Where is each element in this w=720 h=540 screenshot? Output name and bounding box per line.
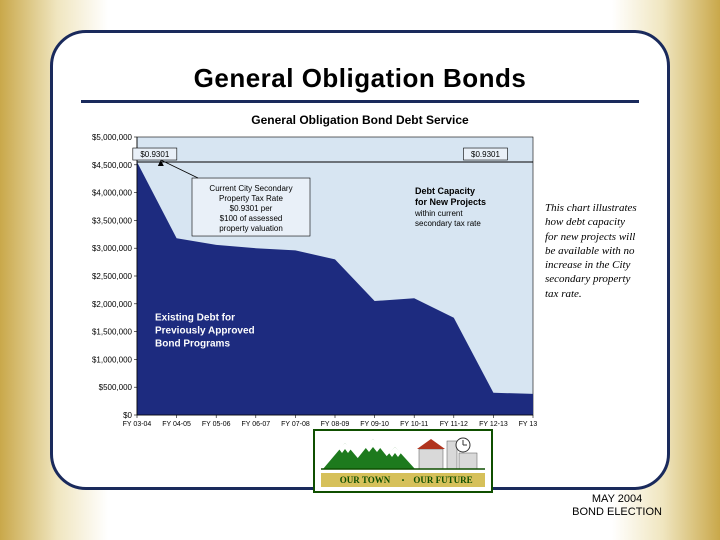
svg-text:$500,000: $500,000 bbox=[99, 383, 133, 392]
svg-text:Bond Programs: Bond Programs bbox=[155, 338, 230, 349]
slide-card: General Obligation Bonds General Obligat… bbox=[50, 30, 670, 490]
chart-row: $0 $500,000 $1,000,000 $1,500,000 $2,000,000… bbox=[81, 131, 639, 431]
svg-text:$0.9301: $0.9301 bbox=[471, 150, 500, 159]
svg-text:$5,000,000: $5,000,000 bbox=[92, 133, 133, 142]
svg-text:FY 10-11: FY 10-11 bbox=[400, 421, 428, 428]
chart-title: General Obligation Bond Debt Service bbox=[81, 113, 639, 127]
title-rule bbox=[81, 100, 639, 103]
svg-text:$4,500,000: $4,500,000 bbox=[92, 161, 133, 170]
svg-text:$3,000,000: $3,000,000 bbox=[92, 244, 133, 253]
svg-text:property valuation: property valuation bbox=[219, 224, 283, 233]
svg-text:$0: $0 bbox=[123, 411, 132, 420]
svg-text:·: · bbox=[401, 473, 405, 487]
side-note: This chart illustrates how debt capacity… bbox=[545, 131, 639, 301]
svg-text:Existing Debt for: Existing Debt for bbox=[155, 312, 235, 323]
svg-text:FY 07-08: FY 07-08 bbox=[281, 421, 310, 428]
svg-text:$4,000,000: $4,000,000 bbox=[92, 189, 133, 198]
slide-title: General Obligation Bonds bbox=[81, 63, 639, 94]
svg-text:FY 06-07: FY 06-07 bbox=[241, 421, 270, 428]
svg-text:$0.9301 per: $0.9301 per bbox=[230, 204, 273, 213]
footer-line1: MAY 2004 bbox=[572, 493, 662, 507]
svg-text:FY 05-06: FY 05-06 bbox=[202, 421, 231, 428]
footer-line2: BOND ELECTION bbox=[572, 506, 662, 520]
svg-text:$1,000,000: $1,000,000 bbox=[92, 355, 133, 364]
footer: MAY 2004 BOND ELECTION bbox=[572, 493, 662, 521]
svg-text:FY 12-13: FY 12-13 bbox=[479, 421, 508, 428]
svg-text:FY 13-14: FY 13-14 bbox=[519, 421, 537, 428]
svg-text:$2,500,000: $2,500,000 bbox=[92, 272, 133, 281]
svg-text:$1,500,000: $1,500,000 bbox=[92, 328, 133, 337]
svg-text:$0.9301: $0.9301 bbox=[140, 150, 169, 159]
svg-text:FY 11-12: FY 11-12 bbox=[440, 421, 468, 428]
svg-text:secondary tax rate: secondary tax rate bbox=[415, 219, 481, 228]
svg-text:Debt Capacity: Debt Capacity bbox=[415, 186, 475, 196]
logo: OUR TOWN · OUR FUTURE bbox=[313, 429, 493, 493]
logo-svg: OUR TOWN · OUR FUTURE bbox=[315, 431, 491, 491]
svg-text:FY 03-04: FY 03-04 bbox=[123, 421, 152, 428]
svg-text:for New Projects: for New Projects bbox=[415, 197, 486, 207]
svg-text:Previously Approved: Previously Approved bbox=[155, 325, 255, 336]
svg-text:$2,000,000: $2,000,000 bbox=[92, 300, 133, 309]
svg-text:$3,500,000: $3,500,000 bbox=[92, 216, 133, 225]
svg-text:within current: within current bbox=[414, 209, 463, 218]
chart: $0 $500,000 $1,000,000 $1,500,000 $2,000,000… bbox=[81, 131, 537, 431]
svg-text:FY 08-09: FY 08-09 bbox=[321, 421, 350, 428]
svg-text:Property Tax Rate: Property Tax Rate bbox=[219, 194, 283, 203]
svg-text:FY 09-10: FY 09-10 bbox=[360, 421, 389, 428]
svg-text:FY 04-05: FY 04-05 bbox=[162, 421, 191, 428]
svg-text:OUR FUTURE: OUR FUTURE bbox=[413, 475, 472, 485]
svg-text:Current City Secondary: Current City Secondary bbox=[209, 184, 292, 193]
chart-svg: $0 $500,000 $1,000,000 $1,500,000 $2,000,000… bbox=[81, 131, 537, 431]
svg-text:OUR TOWN: OUR TOWN bbox=[340, 475, 391, 485]
svg-text:$100 of assessed: $100 of assessed bbox=[220, 214, 283, 223]
